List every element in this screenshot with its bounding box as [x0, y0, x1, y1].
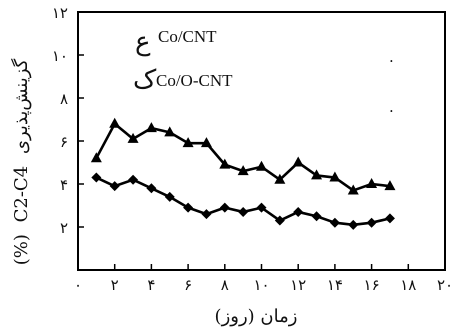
y-tick-label: ۶ [60, 133, 68, 151]
data-point-co-o-cnt [200, 137, 212, 148]
data-point-co-cnt [201, 209, 212, 220]
data-point-co-cnt [274, 215, 285, 226]
x-tick-label: ۱۶ [364, 276, 380, 294]
data-point-co-cnt [384, 213, 395, 224]
y-tick-label: ۲ [60, 219, 68, 237]
data-point-co-o-cnt [90, 152, 102, 163]
y-axis-title-formula: C2-C4 [11, 166, 32, 223]
data-point-co-o-cnt [219, 158, 231, 169]
x-axis-title: زمان (روز) [215, 306, 298, 327]
x-tick-label: ۶ [184, 276, 192, 294]
legend: ع Co/CNT ک Co/O-CNT [133, 27, 233, 95]
y-axis-title: (%) C2-C4 گزینش‌پذیری [10, 58, 32, 265]
data-point-co-cnt [238, 206, 249, 217]
y-tick-label: ۱۲ [52, 4, 68, 22]
stray-mark: . [389, 98, 394, 116]
y-tick-label: ۴ [60, 176, 68, 194]
data-point-co-cnt [329, 217, 340, 228]
x-tick-label: ۱۴ [327, 276, 343, 294]
data-point-co-cnt [293, 206, 304, 217]
x-tick-label: ۱۲ [290, 276, 306, 294]
x-tick-label: ۲ [111, 276, 119, 294]
x-tick-label: ۱۰ [253, 276, 269, 294]
data-point-co-cnt [164, 191, 175, 202]
data-point-co-o-cnt [384, 180, 396, 191]
data-point-co-cnt [128, 174, 139, 185]
data-point-co-o-cnt [366, 178, 378, 188]
data-point-co-o-cnt [127, 132, 139, 143]
x-tick-label: ۸ [221, 276, 229, 294]
data-point-co-o-cnt [109, 117, 121, 128]
stray-mark: . [389, 48, 394, 66]
data-point-co-cnt [146, 183, 157, 194]
data-point-co-cnt [91, 172, 102, 183]
data-point-co-o-cnt [311, 169, 323, 180]
data-point-co-o-cnt [237, 165, 249, 176]
x-tick-label: ۴ [147, 276, 155, 294]
y-tick-label: ۱۰ [52, 47, 68, 65]
y-axis-title-unit: (%) [11, 234, 32, 265]
data-point-co-cnt [219, 202, 230, 213]
data-point-co-o-cnt [329, 171, 341, 182]
data-point-co-cnt [348, 219, 359, 230]
data-point-co-cnt [109, 181, 120, 192]
legend-symbol-co-o-cnt: ک [133, 65, 157, 95]
series-line-co-o-cnt [95, 122, 391, 192]
legend-label-co-o-cnt: Co/O-CNT [156, 71, 233, 90]
data-point-co-cnt [256, 202, 267, 213]
x-tick-label: ۱۸ [400, 276, 416, 294]
legend-symbol-co-cnt: ع [135, 27, 151, 57]
data-point-co-o-cnt [182, 137, 194, 148]
data-point-co-cnt [311, 211, 322, 222]
data-point-co-o-cnt [347, 184, 359, 195]
x-tick-label: ۲۰ [437, 276, 453, 294]
data-point-co-o-cnt [274, 173, 286, 184]
data-point-co-o-cnt [164, 126, 176, 137]
y-tick-label: ۸ [60, 90, 68, 108]
x-tick-label: ۰ [74, 276, 82, 294]
data-point-co-cnt [183, 202, 194, 213]
y-axis-title-fa: گزینش‌پذیری [10, 58, 32, 154]
data-point-co-cnt [366, 217, 377, 228]
series-layer [90, 117, 396, 230]
ticks-layer: ۰ ۲ ۴ ۶ ۸ ۱۰ ۱۲ ۱۴ ۱۶ ۱۸ ۲۰ ۲ ۴ ۶ ۸ ۱۰ ۱۲ [52, 4, 453, 294]
data-point-co-o-cnt [292, 156, 304, 167]
legend-label-co-cnt: Co/CNT [158, 27, 217, 46]
data-point-co-o-cnt [256, 160, 267, 171]
data-point-co-o-cnt [145, 122, 157, 133]
